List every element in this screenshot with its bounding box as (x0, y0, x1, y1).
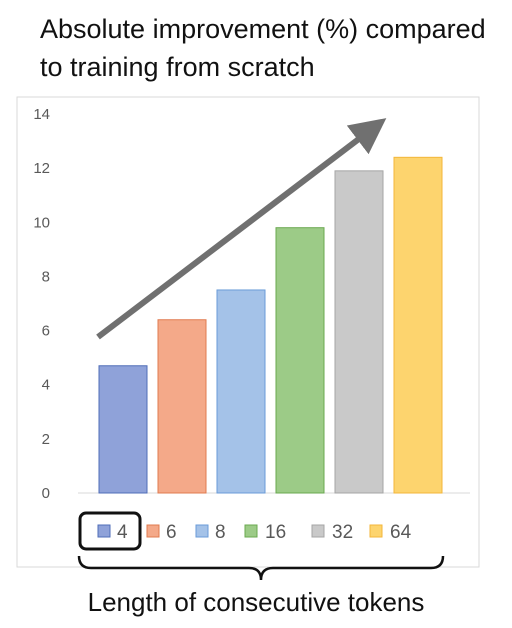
legend-swatch-16 (245, 525, 257, 537)
bar-64 (394, 157, 442, 493)
y-tick-label: 6 (42, 323, 50, 340)
bar-32 (335, 171, 383, 493)
legend-label-32: 32 (332, 522, 353, 543)
y-tick-label: 10 (33, 214, 50, 231)
bar-6 (158, 320, 206, 493)
bar-16 (276, 228, 324, 493)
legend-label-6: 6 (166, 522, 177, 543)
legend-label-8: 8 (215, 522, 226, 543)
legend-swatch-4 (98, 525, 110, 537)
x-axis-caption: Length of consecutive tokens (0, 586, 512, 618)
y-tick-label: 0 (42, 485, 50, 502)
y-tick-label: 4 (42, 377, 50, 394)
legend-swatch-8 (196, 525, 208, 537)
legend-label-4: 4 (117, 522, 128, 543)
bar-8 (217, 290, 265, 493)
y-tick-label: 8 (42, 268, 50, 285)
legend-label-64: 64 (390, 522, 412, 543)
legend-swatch-6 (147, 525, 159, 537)
legend-label-16: 16 (265, 522, 286, 543)
y-tick-label: 14 (33, 106, 50, 123)
bar-4 (99, 366, 147, 493)
legend-swatch-64 (370, 525, 382, 537)
y-tick-label: 12 (33, 160, 50, 177)
y-tick-label: 2 (42, 431, 50, 448)
legend-swatch-32 (312, 525, 324, 537)
